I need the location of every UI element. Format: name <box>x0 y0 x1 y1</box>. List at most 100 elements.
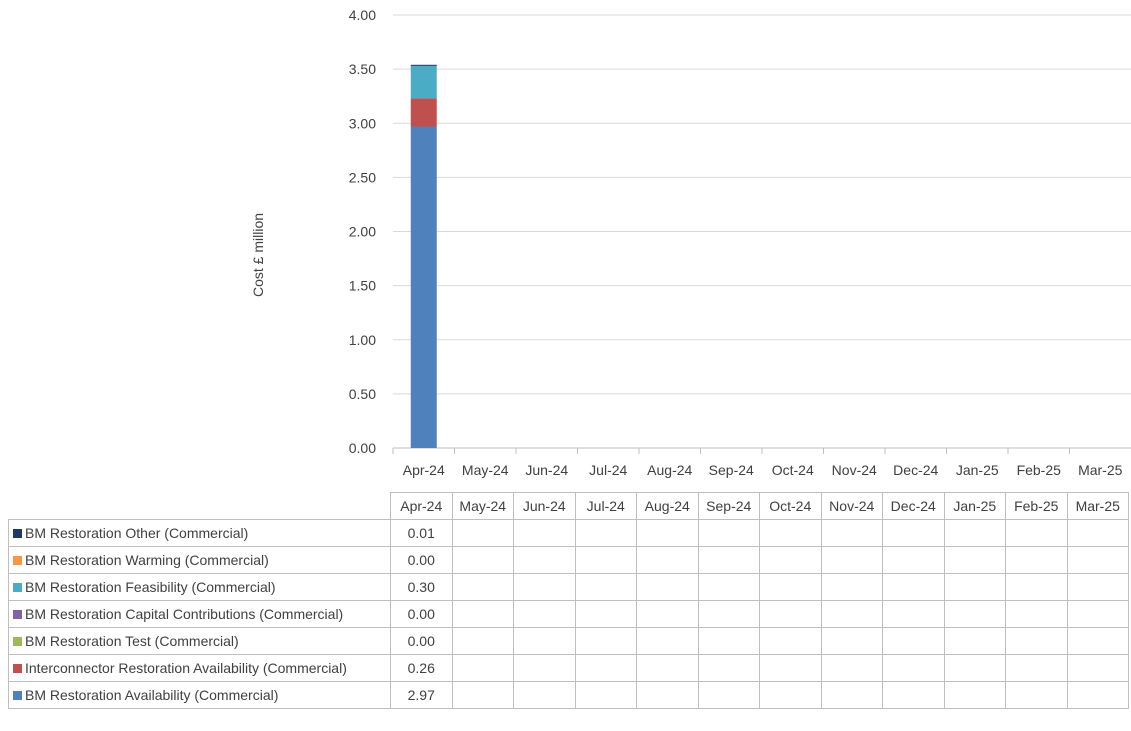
table-value-cell <box>820 519 883 547</box>
table-value-cell <box>697 681 760 709</box>
table-header-cell: Jan-25 <box>943 492 1006 520</box>
table-row: BM Restoration Feasibility (Commercial) 0… <box>8 573 1129 601</box>
y-tick-label: 3.00 <box>349 115 376 131</box>
x-tick-label: Dec-24 <box>893 462 938 478</box>
table-value-cell <box>1066 681 1129 709</box>
table-value-cell <box>1005 627 1068 655</box>
table-value-cell: 0.00 <box>390 546 453 574</box>
table-value-cell <box>697 546 760 574</box>
x-tick-label: May-24 <box>462 462 509 478</box>
table-value-cell <box>1066 519 1129 547</box>
table-value-cell <box>943 600 1006 628</box>
table-value-cell <box>636 654 699 682</box>
table-value-cell <box>513 600 576 628</box>
table-value-cell <box>697 519 760 547</box>
table-header-cell: Apr-24 <box>390 492 453 520</box>
series-label: Interconnector Restoration Availability … <box>8 654 391 682</box>
y-tick-label: 3.50 <box>349 61 376 77</box>
series-label: BM Restoration Capital Contributions (Co… <box>8 600 391 628</box>
table-value-cell <box>574 573 637 601</box>
table-value-cell <box>882 654 945 682</box>
table-value-cell <box>513 573 576 601</box>
y-tick-label: 1.00 <box>349 332 376 348</box>
table-value-cell <box>943 627 1006 655</box>
table-value-cell <box>1005 546 1068 574</box>
table-value-cell <box>1005 681 1068 709</box>
table-value-cell <box>820 600 883 628</box>
table-value-cell <box>1066 654 1129 682</box>
table-row: BM Restoration Warming (Commercial) 0.00 <box>8 546 1129 574</box>
table-value-cell <box>759 681 822 709</box>
table-value-cell <box>882 519 945 547</box>
table-value-cell <box>1066 600 1129 628</box>
table-value-cell <box>759 654 822 682</box>
legend-key <box>13 691 22 700</box>
table-value-cell <box>451 627 514 655</box>
x-tick-label: Jun-24 <box>525 462 568 478</box>
series-label: BM Restoration Test (Commercial) <box>8 627 391 655</box>
table-value-cell <box>636 627 699 655</box>
table-value-cell <box>1066 546 1129 574</box>
table-value-cell <box>451 519 514 547</box>
table-value-cell <box>513 681 576 709</box>
table-value-cell <box>943 681 1006 709</box>
legend-key <box>13 637 22 646</box>
table-value-cell: 0.01 <box>390 519 453 547</box>
x-tick-label: Aug-24 <box>647 462 692 478</box>
y-tick-label: 2.00 <box>349 224 376 240</box>
bar-segment <box>410 126 437 448</box>
table-value-cell: 0.30 <box>390 573 453 601</box>
series-name: BM Restoration Other (Commercial) <box>25 525 249 541</box>
table-header-cell: Nov-24 <box>820 492 883 520</box>
table-value-cell <box>574 681 637 709</box>
x-tick-label: Nov-24 <box>832 462 877 478</box>
table-value-cell <box>697 654 760 682</box>
table-header-cell: Sep-24 <box>697 492 760 520</box>
series-label: BM Restoration Other (Commercial) <box>8 519 391 547</box>
table-row: BM Restoration Availability (Commercial)… <box>8 681 1129 709</box>
x-tick-label: Sep-24 <box>709 462 754 478</box>
table-header-row: Apr-24 May-24 Jun-24 Jul-24 Aug-24 Sep-24 Oct-… <box>8 492 1129 520</box>
table-value-cell: 0.00 <box>390 627 453 655</box>
table-value-cell <box>636 600 699 628</box>
table-value-cell <box>882 681 945 709</box>
table-corner <box>8 492 391 520</box>
table-value-cell <box>882 546 945 574</box>
table-value-cell <box>1066 573 1129 601</box>
series-name: BM Restoration Capital Contributions (Co… <box>25 606 344 622</box>
table-value-cell <box>513 654 576 682</box>
x-tick-label: Jan-25 <box>956 462 999 478</box>
table-value-cell <box>636 546 699 574</box>
table-value-cell <box>636 681 699 709</box>
y-tick-label: 0.00 <box>349 440 376 456</box>
y-tick-label: 1.50 <box>349 278 376 294</box>
table-value-cell <box>697 627 760 655</box>
y-tick-label: 4.00 <box>349 7 376 23</box>
table-value-cell <box>1005 519 1068 547</box>
table-row: BM Restoration Capital Contributions (Co… <box>8 600 1129 628</box>
table-value-cell <box>943 654 1006 682</box>
table-value-cell <box>513 627 576 655</box>
x-tick-label: Mar-25 <box>1078 462 1123 478</box>
series-label: BM Restoration Feasibility (Commercial) <box>8 573 391 601</box>
table-value-cell <box>1005 600 1068 628</box>
series-name: BM Restoration Feasibility (Commercial) <box>25 579 276 595</box>
table-value-cell <box>574 627 637 655</box>
table-value-cell: 2.97 <box>390 681 453 709</box>
table-header-cell: Feb-25 <box>1005 492 1068 520</box>
series-label: BM Restoration Warming (Commercial) <box>8 546 391 574</box>
y-axis-ticks: 0.00 0.50 1.00 1.50 2.00 2.50 3.00 3.50 4.00 <box>349 7 376 456</box>
table-header-cell: Dec-24 <box>882 492 945 520</box>
legend-key <box>13 556 22 565</box>
table-value-cell <box>513 546 576 574</box>
table-value-cell <box>943 519 1006 547</box>
table-value-cell <box>820 573 883 601</box>
x-tick-label: Apr-24 <box>403 462 445 478</box>
legend-key <box>13 529 22 538</box>
table-value-cell <box>574 654 637 682</box>
table-value-cell <box>820 681 883 709</box>
series-name: Interconnector Restoration Availability … <box>25 660 347 676</box>
table-value-cell: 0.26 <box>390 654 453 682</box>
chart-plot: 0.00 0.50 1.00 1.50 2.00 2.50 3.00 3.50 4.00 Apr… <box>349 7 1131 478</box>
table-value-cell <box>759 627 822 655</box>
